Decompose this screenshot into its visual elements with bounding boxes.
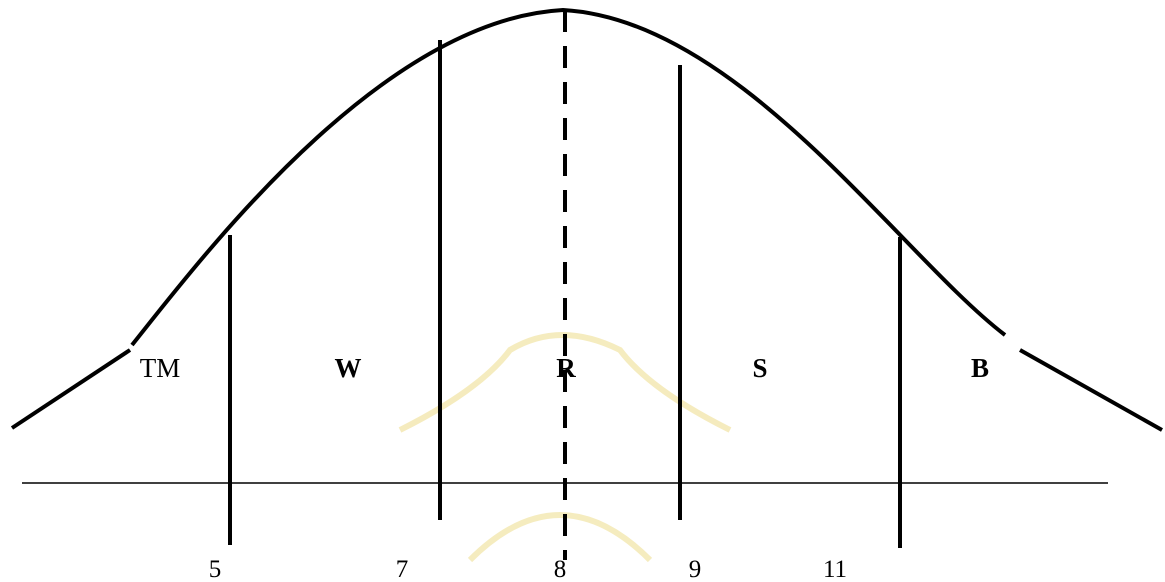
- zone-label: R: [556, 353, 576, 383]
- watermark-arc: [398, 332, 732, 433]
- axis-label: 7: [396, 556, 409, 582]
- curve-left-tail: [10, 348, 132, 430]
- zone-label: W: [335, 353, 362, 383]
- watermark: [398, 332, 732, 563]
- curve-body: [130, 7, 1007, 347]
- axis-label: 11: [823, 556, 847, 582]
- curve: [10, 7, 1163, 432]
- dividers: [228, 10, 902, 560]
- zone-label: TM: [140, 353, 181, 383]
- curve-right-tail: [1019, 348, 1163, 432]
- zone-label: S: [752, 353, 767, 383]
- zone-label: B: [971, 353, 989, 383]
- axis-label: 9: [689, 556, 702, 582]
- axis-label: 5: [209, 556, 222, 582]
- axis-label: 8: [554, 556, 567, 582]
- watermark-arc: [467, 512, 653, 563]
